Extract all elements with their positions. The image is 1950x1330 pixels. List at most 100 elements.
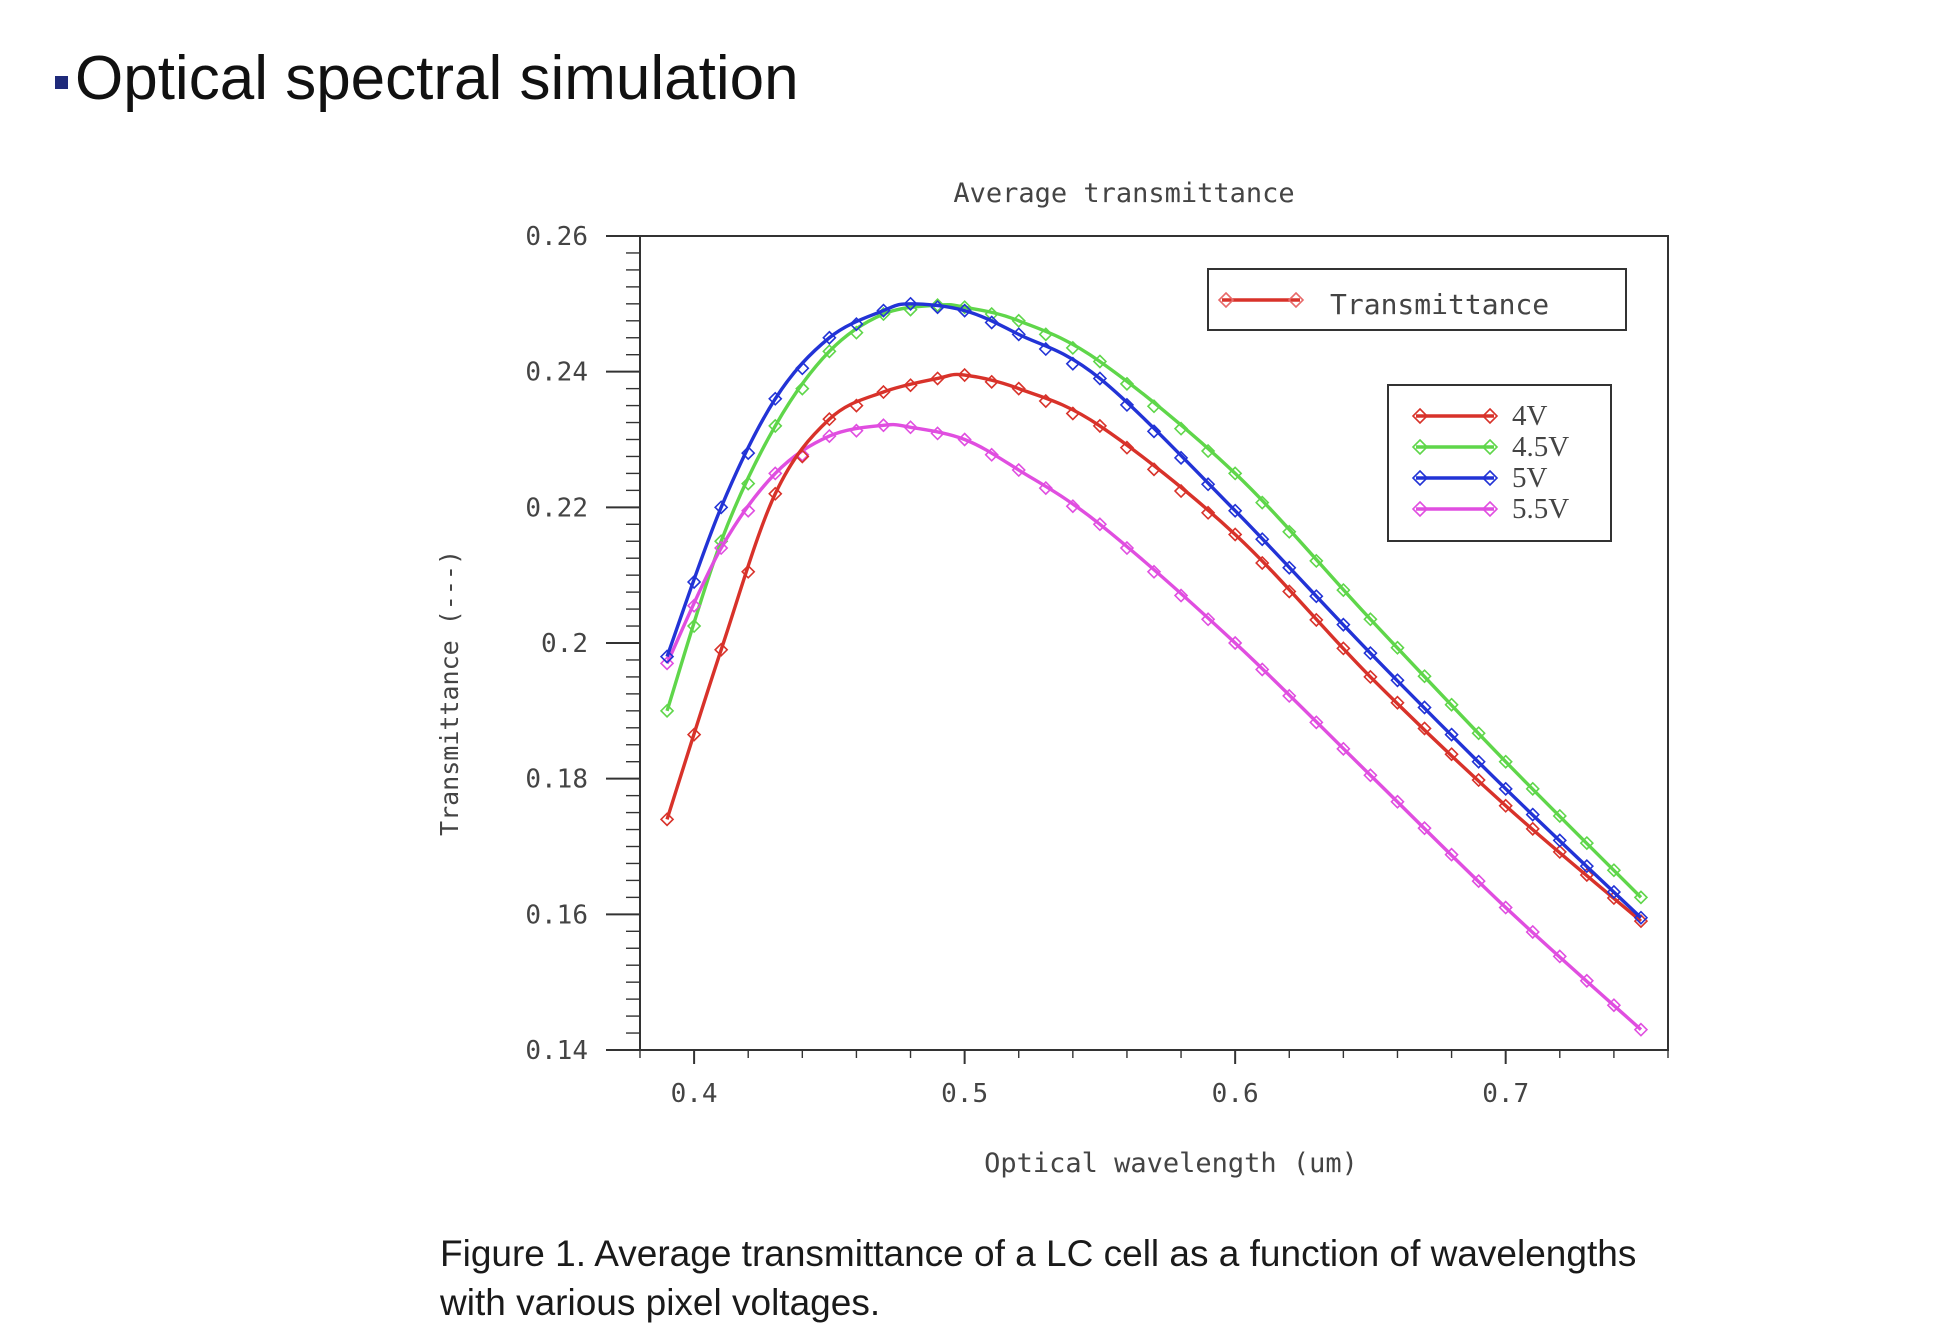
x-tick-label: 0.7	[1482, 1079, 1529, 1109]
series-point	[1552, 808, 1567, 824]
series-point	[1417, 700, 1432, 715]
series-point	[1011, 381, 1026, 396]
series-point	[714, 500, 729, 515]
series-point	[822, 330, 837, 345]
series-point	[659, 656, 675, 671]
series-point	[1525, 781, 1540, 796]
series-point	[930, 300, 945, 315]
x-tick-label: 0.5	[941, 1079, 988, 1109]
series-point	[876, 418, 891, 433]
legend-label: 4V	[1512, 400, 1548, 432]
series-point	[686, 727, 702, 742]
y-tick-label: 0.26	[525, 222, 588, 252]
series-point	[1309, 612, 1324, 628]
series-point	[1579, 867, 1594, 883]
caption-line-1: Figure 1. Average transmittance of a LC …	[440, 1233, 1637, 1274]
legend-swatch-marker	[1287, 291, 1305, 309]
series-point	[1633, 910, 1649, 925]
series-point	[1417, 821, 1432, 836]
series-point	[1146, 564, 1162, 579]
y-tick-label: 0.24	[525, 358, 588, 388]
legend-swatch-marker	[1411, 469, 1429, 487]
y-tick-label: 0.22	[525, 493, 588, 523]
series-point	[795, 361, 810, 376]
series-point	[1173, 421, 1189, 436]
series-point	[1444, 747, 1459, 762]
series-point	[1606, 863, 1622, 878]
series-point	[1228, 527, 1243, 542]
series-point	[1092, 517, 1108, 532]
series-point	[1119, 540, 1135, 556]
series-point	[1119, 440, 1135, 455]
series-point	[1282, 560, 1297, 575]
series-point	[1065, 406, 1080, 421]
series-point	[1471, 772, 1486, 788]
series-point	[1038, 480, 1053, 496]
legend-swatch-marker	[1481, 438, 1499, 456]
series-point	[659, 649, 675, 664]
series-point	[1633, 1022, 1649, 1037]
figure-caption: Figure 1. Average transmittance of a LC …	[440, 1230, 1840, 1328]
series-point	[1498, 900, 1513, 915]
series-point	[768, 391, 783, 406]
series-point	[1228, 503, 1243, 518]
series-point	[741, 476, 756, 491]
series-point	[957, 303, 972, 318]
y-tick-label: 0.14	[525, 1036, 588, 1066]
series-point	[1363, 669, 1378, 685]
series-point	[1525, 807, 1540, 822]
series-point	[1579, 973, 1594, 988]
series-point	[714, 642, 729, 657]
series-point	[1309, 715, 1324, 730]
series-point	[1498, 754, 1513, 769]
series-point	[1336, 617, 1351, 632]
series-point	[1336, 741, 1351, 756]
legend-swatch-marker	[1481, 407, 1499, 425]
legend-transmittance: Transmittance	[1207, 268, 1627, 331]
series-point	[822, 412, 837, 427]
series-point	[1390, 695, 1405, 710]
series-point	[1255, 662, 1270, 677]
slide-title: Optical spectral simulation	[75, 44, 799, 113]
legend-label: 5.5V	[1512, 493, 1569, 525]
series-point	[1146, 424, 1162, 439]
series-point	[1038, 341, 1053, 357]
series-point	[1363, 768, 1378, 783]
series-point	[1336, 582, 1351, 598]
series-point	[984, 447, 999, 462]
caption-line-2: with various pixel voltages.	[440, 1281, 881, 1323]
series-point	[1471, 754, 1486, 769]
series-point	[1146, 462, 1162, 477]
series-point	[1119, 376, 1135, 392]
series-point	[1092, 354, 1108, 369]
series-point	[1390, 794, 1405, 809]
series-point	[1173, 450, 1189, 465]
series-line	[665, 302, 1643, 919]
series-point	[1146, 399, 1162, 414]
series-point	[1417, 669, 1432, 684]
series-point	[903, 378, 918, 393]
series-point	[1525, 924, 1540, 940]
series-line	[665, 422, 1643, 1031]
x-axis-ticks: 0.4 0.5 0.6 0.7	[639, 1050, 1669, 1109]
series-point	[1011, 327, 1026, 342]
series-point	[876, 303, 891, 318]
series-line	[665, 302, 1643, 899]
series-point	[1065, 499, 1080, 514]
chart-title: Average transmittance	[953, 178, 1294, 209]
series-point	[1092, 371, 1108, 386]
series-point	[686, 598, 702, 613]
series-point	[1228, 635, 1243, 651]
legend-box	[1387, 384, 1612, 542]
series-point	[903, 302, 918, 317]
series-point	[1309, 589, 1324, 604]
legend-swatch-marker	[1481, 469, 1499, 487]
series-point	[768, 466, 783, 481]
series-point	[876, 384, 891, 400]
series-point	[849, 325, 864, 340]
series-5V	[659, 296, 1649, 925]
series-point	[1200, 505, 1216, 520]
series-point	[1633, 890, 1649, 905]
series-point	[1011, 462, 1026, 478]
heading-bullet-icon	[55, 75, 68, 89]
